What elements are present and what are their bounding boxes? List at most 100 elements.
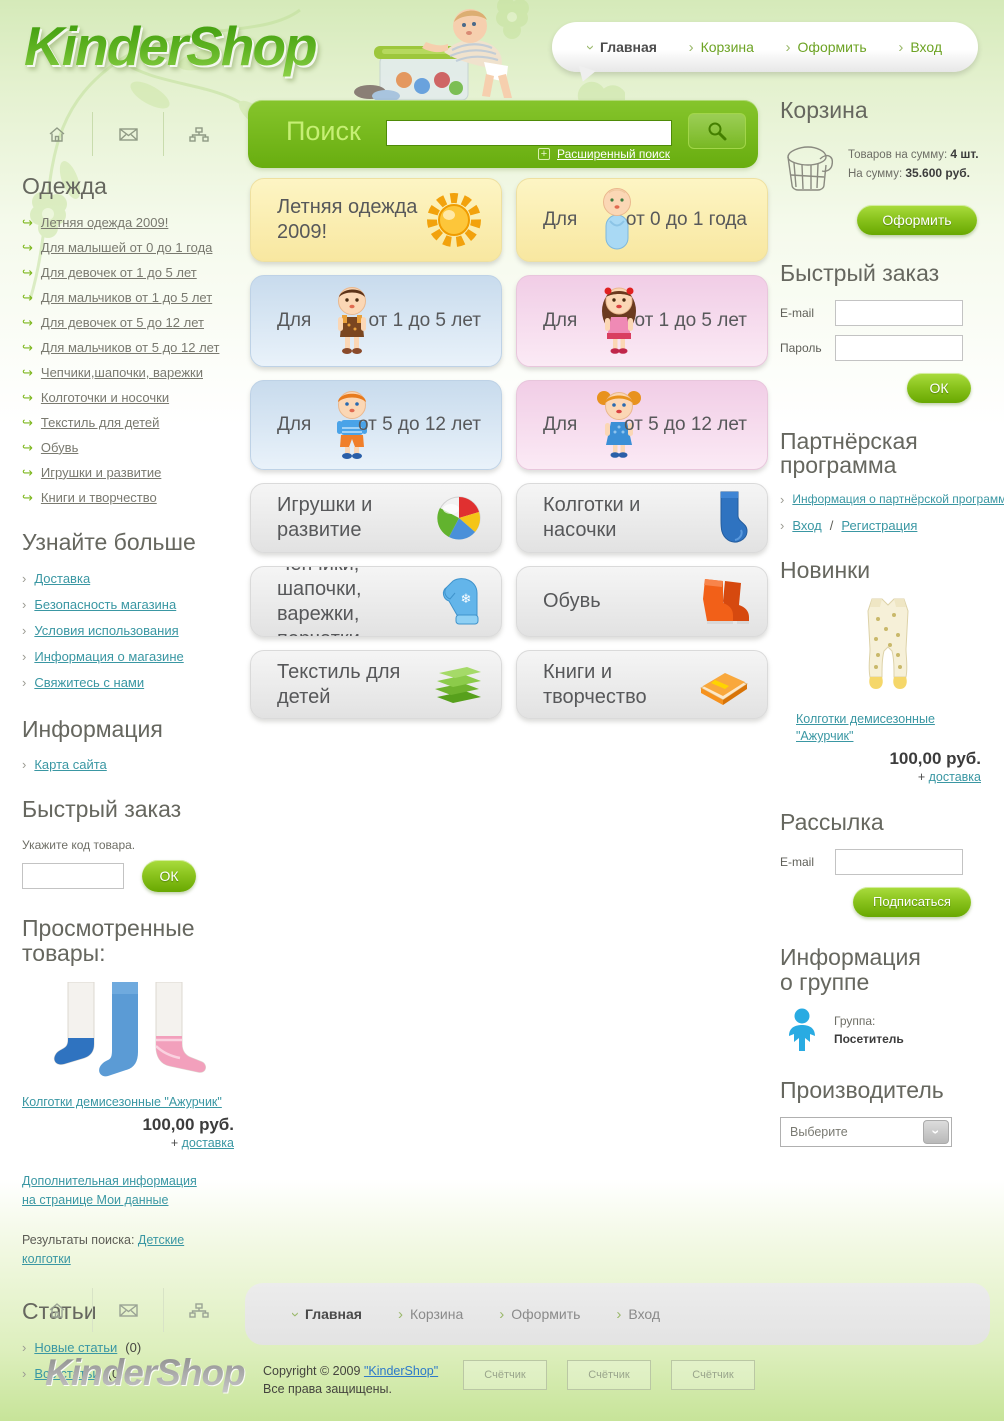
footer-nav-home[interactable]: › Главная — [287, 1306, 362, 1322]
new-articles-link[interactable]: Новые статьи — [34, 1340, 118, 1356]
newsletter-heading: Рассылка — [780, 808, 884, 835]
cart-items-count: 4 шт. — [950, 146, 979, 161]
category-link[interactable]: Текстиль для детей — [40, 414, 160, 430]
card-books[interactable]: Книги и творчество — [516, 650, 768, 719]
chevron-right-icon: › — [780, 492, 785, 508]
product-code-input[interactable] — [22, 863, 124, 890]
category-link[interactable]: Обувь — [40, 439, 79, 455]
search-input[interactable] — [386, 120, 672, 146]
info-item: › Доставка — [22, 571, 234, 587]
quick-order-ok-button[interactable]: ОК — [142, 860, 196, 893]
viewed-product-link[interactable]: Колготки демисезонные "Ажурчик" — [22, 1094, 222, 1109]
site-logo[interactable]: KinderShop — [24, 15, 318, 77]
delivery-link[interactable]: доставка — [181, 1135, 234, 1150]
card-hats-mittens[interactable]: Чепчики, шапочки, варежки, перчатки ❄ — [250, 566, 502, 637]
password-field[interactable] — [835, 334, 963, 361]
sitemap-icon[interactable] — [164, 112, 234, 156]
info-link[interactable]: Доставка — [34, 570, 91, 586]
category-link[interactable]: Колготочки и носочки — [40, 389, 170, 405]
chevron-right-icon: › — [22, 1366, 27, 1382]
delivery-link[interactable]: доставка — [928, 769, 981, 784]
copyright-link[interactable]: "KinderShop" — [363, 1364, 439, 1378]
curved-arrow-icon: ↪ — [22, 264, 33, 280]
search-button[interactable] — [688, 113, 746, 149]
card-tights-socks[interactable]: Колготки и насочки — [516, 483, 768, 553]
mail-icon[interactable] — [93, 112, 164, 156]
advanced-search-link[interactable]: Расширенный поиск — [557, 147, 670, 161]
info-link[interactable]: Информация о магазине — [34, 648, 184, 664]
card-boys-1-5[interactable]: Для от 1 до 5 лет — [250, 275, 502, 367]
my-data-info-link[interactable]: Дополнительная информация на странице Мо… — [22, 1173, 197, 1208]
curved-arrow-icon: ↪ — [22, 464, 33, 480]
nav-item-login[interactable]: › Вход — [898, 38, 942, 56]
footer-nav-checkout[interactable]: › Оформить — [499, 1305, 581, 1323]
nav-item-home[interactable]: › Главная — [582, 39, 657, 55]
nav-tail — [574, 65, 596, 85]
category-item: ↪ Для девочек от 5 до 12 лет — [22, 315, 234, 331]
category-link[interactable]: Для малышей от 0 до 1 года — [40, 239, 213, 255]
category-link[interactable]: Для девочек от 1 до 5 лет — [40, 264, 197, 280]
search-results-note: Результаты поиска: Детские колготки — [22, 1232, 185, 1266]
group-value: Посетитель — [834, 1032, 904, 1047]
chevron-right-icon: › — [397, 1305, 403, 1323]
footer-nav-cart[interactable]: › Корзина — [397, 1305, 464, 1323]
new-items-heading: Новинки — [780, 557, 871, 584]
home-icon[interactable] — [22, 1288, 93, 1332]
viewed-product-image[interactable] — [50, 981, 206, 1086]
category-link[interactable]: Чепчики,шапочки, варежки — [40, 364, 203, 380]
search-results-link[interactable]: Детские колготки — [22, 1232, 185, 1266]
partner-login-link[interactable]: Вход — [792, 518, 822, 534]
info-item: › Безопасность магазина — [22, 597, 234, 613]
new-product-price: 100,00 руб. — [889, 748, 981, 768]
card-girls-1-5[interactable]: Для от 1 до 5 лет — [516, 275, 768, 367]
boy-icon — [337, 391, 367, 459]
category-link[interactable]: Игрушки и развитие — [40, 464, 162, 480]
category-link[interactable]: Книги и творчество — [40, 489, 157, 505]
all-articles-link[interactable]: Все статьи — [34, 1366, 99, 1381]
article-item: › Новые статьи (0) — [22, 1340, 234, 1356]
home-icon[interactable] — [22, 112, 93, 156]
card-age-0-1[interactable]: Для от 0 до 1 года — [516, 178, 768, 262]
card-toys[interactable]: Игрушки и развитие — [250, 483, 502, 553]
counter-badge: Счётчик — [567, 1360, 651, 1390]
sitemap-icon[interactable] — [164, 1288, 234, 1332]
card-footwear[interactable]: Обувь — [516, 566, 768, 637]
advanced-search[interactable]: + Расширенный поиск — [538, 147, 670, 161]
category-link[interactable]: Для девочек от 5 до 12 лет — [40, 314, 204, 330]
info-link[interactable]: Свяжитесь с нами — [34, 674, 145, 690]
select-chevron-button[interactable]: › — [923, 1120, 949, 1145]
partner-register-link[interactable]: Регистрация — [841, 518, 918, 534]
card-girls-5-12[interactable]: Для от 5 до 12 лет — [516, 380, 768, 470]
mail-icon[interactable] — [93, 1288, 164, 1332]
partner-info-link[interactable]: Информация о партнёрской программе — [792, 492, 1004, 507]
boots-icon — [703, 578, 749, 624]
nav-item-checkout[interactable]: › Оформить — [785, 38, 867, 56]
info-link[interactable]: Безопасность магазина — [34, 596, 177, 612]
chevron-right-icon: › — [898, 38, 904, 56]
info-item: › Свяжитесь с нами — [22, 675, 234, 691]
category-item: ↪ Для мальчиков от 1 до 5 лет — [22, 290, 234, 306]
card-summer-clothes[interactable]: Летняя одежда 2009! — [250, 178, 502, 262]
category-link[interactable]: Для мальчиков от 1 до 5 лет — [40, 289, 213, 305]
card-textile[interactable]: Текстиль для детей — [250, 650, 502, 719]
card-boys-5-12[interactable]: Для от 5 до 12 лет — [250, 380, 502, 470]
category-link[interactable]: Летняя одежда 2009! — [40, 214, 169, 230]
footer-nav-login[interactable]: › Вход — [616, 1305, 661, 1323]
sitemap-link[interactable]: Карта сайта — [34, 757, 107, 773]
new-product-link[interactable]: Колготки демисезонные "Ажурчик" — [796, 712, 935, 744]
nav-item-cart[interactable]: › Корзина — [688, 38, 754, 56]
manufacturer-select[interactable]: Выберите › — [780, 1117, 952, 1148]
info-link[interactable]: Условия использования — [34, 622, 179, 638]
checkout-button[interactable]: Оформить — [857, 204, 977, 235]
new-product-image[interactable] — [850, 597, 926, 701]
login-ok-button[interactable]: ОК — [907, 372, 971, 403]
email-field[interactable] — [835, 299, 963, 326]
chevron-right-icon: › — [499, 1305, 505, 1323]
category-link[interactable]: Для мальчиков от 5 до 12 лет — [40, 339, 220, 355]
subscribe-button[interactable]: Подписаться — [853, 886, 971, 917]
mitten-icon: ❄ — [442, 577, 479, 624]
partner-info-item: › Информация о партнёрской программе — [780, 492, 1004, 508]
newsletter-email-field[interactable] — [835, 848, 963, 875]
person-icon — [789, 1008, 815, 1052]
